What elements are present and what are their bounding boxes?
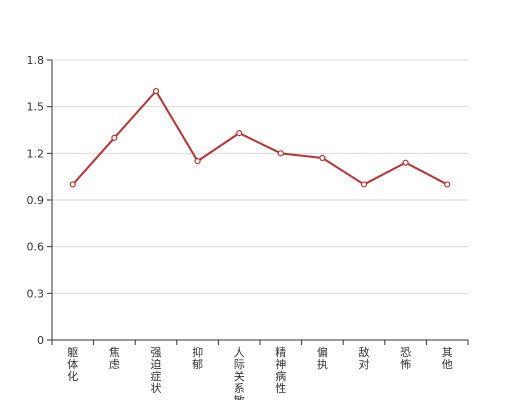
x-axis-ticks <box>51 340 469 345</box>
data-point[interactable] <box>236 130 243 137</box>
x-category-label: 恐怖 <box>400 346 411 371</box>
data-point[interactable] <box>111 134 118 141</box>
x-category-label: 精神病性 <box>275 346 286 395</box>
x-axis-labels: 躯体化 焦虑 强迫症状 抑郁 人际关系敏感 精神病性 偏执 敌对 恐怖 其他 <box>67 345 452 400</box>
x-category-label: 躯体化 <box>67 346 78 383</box>
x-category-label: 强迫症状 <box>151 346 162 395</box>
data-point[interactable] <box>194 158 201 165</box>
series-line <box>72 90 448 186</box>
y-tick-label: 0.3 <box>27 287 45 300</box>
series-group <box>69 88 451 188</box>
x-category-label: 偏执 <box>317 345 328 371</box>
data-point[interactable] <box>277 150 284 157</box>
data-point[interactable] <box>319 154 326 162</box>
data-point[interactable] <box>360 181 368 188</box>
x-category-label: 焦虑 <box>109 346 120 371</box>
y-axis-ticks: 0 0.3 0.6 0.9 1.2 1.5 1.8 <box>27 54 52 347</box>
grid-lines <box>52 59 468 294</box>
data-point[interactable] <box>69 181 76 188</box>
y-tick-label: 1.8 <box>27 54 45 67</box>
y-tick-label: 1.2 <box>27 147 45 160</box>
y-tick-label: 0.9 <box>27 194 45 207</box>
data-point[interactable] <box>444 181 451 188</box>
data-point[interactable] <box>402 159 409 166</box>
x-category-label: 其他 <box>442 346 453 371</box>
x-category-label: 敌对 <box>359 345 370 371</box>
x-category-label: 抑郁 <box>192 345 203 371</box>
x-category-label: 人际关系敏感 <box>234 346 245 400</box>
data-point[interactable] <box>152 88 160 95</box>
y-tick-label: 1.5 <box>27 101 45 114</box>
y-tick-label: 0.6 <box>27 241 45 254</box>
y-tick-label: 0 <box>37 334 44 347</box>
